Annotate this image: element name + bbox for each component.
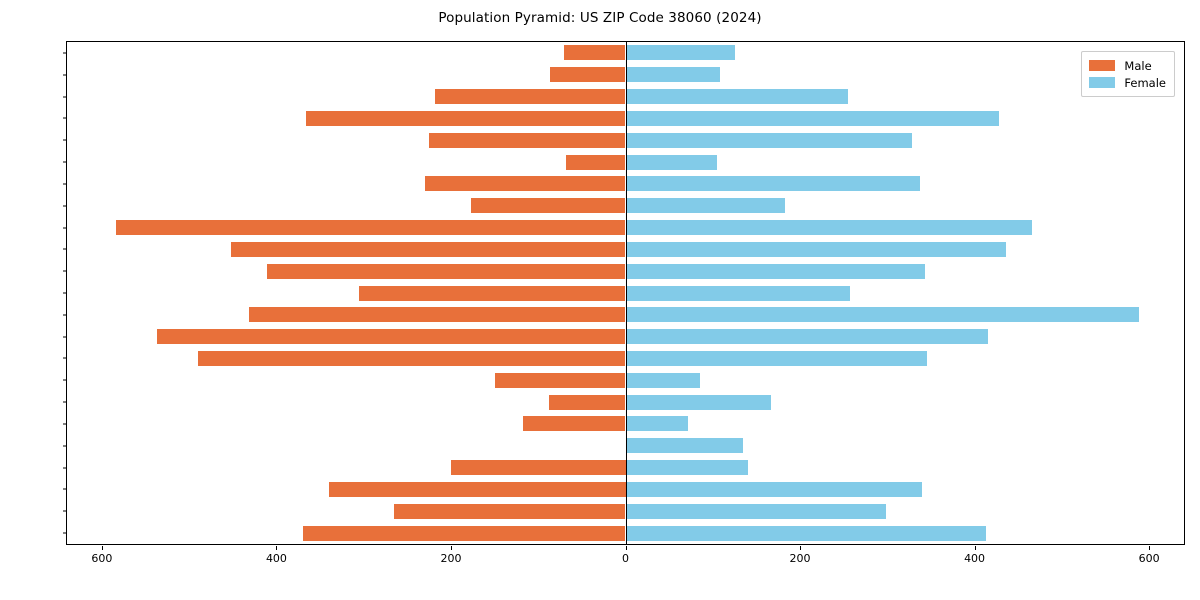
y-tick-mark — [63, 205, 67, 207]
bar-male-55-59 — [115, 220, 626, 236]
y-tick-mark — [63, 532, 67, 534]
bar-female-40-44 — [625, 285, 850, 301]
zero-axis-line — [625, 42, 627, 544]
y-tick-mark — [63, 74, 67, 76]
y-tick-mark — [63, 52, 67, 54]
y-tick-mark — [63, 467, 67, 469]
bar-male-22-24 — [494, 372, 626, 388]
bar-female-62-64 — [625, 176, 920, 192]
bar-male-30-34 — [156, 329, 626, 345]
bar-female-55-59 — [625, 220, 1033, 236]
y-tick-mark — [63, 379, 67, 381]
x-tick-label: 200 — [789, 552, 811, 565]
y-tick-mark — [63, 161, 67, 163]
bar-male-70-74 — [306, 110, 626, 126]
y-tick-mark — [63, 227, 67, 229]
chart-title: Population Pyramid: US ZIP Code 38060 (2… — [438, 10, 762, 26]
bar-female-30-34 — [625, 329, 988, 345]
bar-female-25-29 — [625, 350, 927, 366]
y-tick-mark — [63, 423, 67, 425]
chart-legend: Male Female — [1081, 51, 1175, 97]
bar-female-20 — [625, 416, 689, 432]
legend-swatch-male — [1089, 60, 1116, 71]
x-tick-label: 600 — [1138, 552, 1160, 565]
bar-male-50-54 — [231, 241, 626, 257]
y-tick-mark — [63, 183, 67, 185]
y-tick-mark — [63, 510, 67, 512]
x-tick-mark — [450, 546, 452, 550]
plot-inner: 85+80-8475-7970-7467-6965-6662-6460-6155… — [63, 42, 1184, 565]
y-tick-mark — [63, 445, 67, 447]
legend-label-female: Female — [1124, 75, 1166, 90]
legend-label-male: Male — [1124, 58, 1152, 73]
y-tick-mark — [63, 292, 67, 294]
x-tick-mark — [276, 546, 278, 550]
bar-male-35-39 — [248, 307, 626, 323]
bar-male-21 — [548, 394, 626, 410]
bar-female-5-9 — [625, 503, 886, 519]
x-tick-label: 400 — [964, 552, 986, 565]
bar-female-67-69 — [625, 132, 912, 148]
bar-male-85- — [563, 45, 626, 61]
x-tick-label: 0 — [622, 552, 629, 565]
x-tick-label: 400 — [265, 552, 287, 565]
bar-female-under-5 — [625, 525, 986, 541]
x-tick-mark — [101, 546, 103, 550]
x-tick-label: 600 — [91, 552, 113, 565]
x-tick-mark — [1149, 546, 1151, 550]
bar-female-22-24 — [625, 372, 700, 388]
bar-female-60-61 — [625, 198, 786, 214]
plot-area: 85+80-8475-7970-7467-6965-6662-6460-6155… — [63, 41, 1185, 565]
y-tick-mark — [63, 270, 67, 272]
bar-female-70-74 — [625, 110, 999, 126]
y-tick-mark — [63, 488, 67, 490]
x-tick-mark — [800, 546, 802, 550]
y-tick-mark — [63, 139, 67, 141]
bar-male-5-9 — [394, 503, 626, 519]
bar-female-18-19 — [625, 438, 744, 454]
bar-female-85- — [625, 45, 736, 61]
x-tick-mark — [974, 546, 976, 550]
bar-male-60-61 — [471, 198, 626, 214]
x-tick-mark — [625, 546, 627, 550]
bar-male-25-29 — [197, 350, 626, 366]
y-tick-mark — [63, 357, 67, 359]
y-tick-mark — [63, 248, 67, 250]
legend-item-female[interactable]: Female — [1089, 74, 1166, 91]
bar-male-45-49 — [266, 263, 626, 279]
bar-male-under-5 — [302, 525, 626, 541]
bar-female-45-49 — [625, 263, 925, 279]
bar-male-65-66 — [566, 154, 626, 170]
bar-female-10-14 — [625, 481, 923, 497]
bar-male-67-69 — [429, 132, 626, 148]
legend-item-male[interactable]: Male — [1089, 57, 1166, 74]
bar-female-65-66 — [625, 154, 718, 170]
bar-male-80-84 — [550, 67, 626, 83]
y-tick-mark — [63, 336, 67, 338]
legend-swatch-female — [1089, 77, 1116, 88]
bar-male-40-44 — [359, 285, 626, 301]
y-tick-mark — [63, 117, 67, 119]
y-tick-mark — [63, 314, 67, 316]
bar-female-21 — [625, 394, 772, 410]
bar-female-15-17 — [625, 460, 748, 476]
bar-female-35-39 — [625, 307, 1140, 323]
bar-male-62-64 — [424, 176, 626, 192]
bar-female-75-79 — [625, 89, 849, 105]
x-tick-label: 200 — [440, 552, 462, 565]
y-tick-mark — [63, 96, 67, 98]
y-tick-mark — [63, 401, 67, 403]
bar-female-80-84 — [625, 67, 720, 83]
bar-male-20 — [522, 416, 626, 432]
bar-male-15-17 — [450, 460, 626, 476]
bar-male-75-79 — [435, 89, 626, 105]
bar-female-50-54 — [625, 241, 1006, 257]
bar-male-10-14 — [328, 481, 626, 497]
